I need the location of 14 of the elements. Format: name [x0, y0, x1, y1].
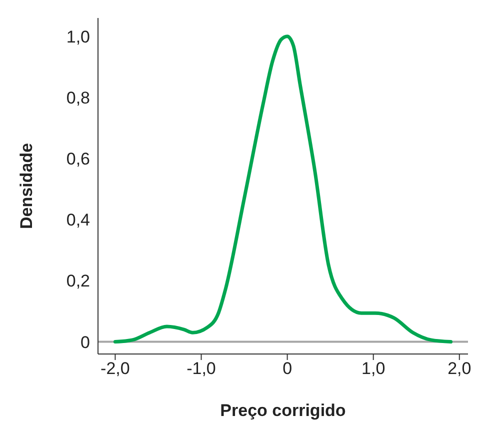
- x-tick-label: 2,0: [448, 359, 472, 378]
- y-axis-title: Densidade: [17, 143, 36, 229]
- y-tick-label: 0,8: [66, 88, 90, 108]
- y-tick-label: 0: [80, 332, 90, 352]
- y-tick-label: 0,4: [66, 210, 90, 230]
- y-tick-label: 0,2: [66, 272, 90, 291]
- x-tick-label: 1,0: [362, 359, 386, 378]
- x-tick-label: -2,0: [100, 359, 130, 378]
- y-tick-label: 0,6: [66, 150, 90, 169]
- line-series: [113, 34, 453, 344]
- y-tick-label: 1,0: [66, 27, 90, 46]
- x-tick-label: 0: [282, 359, 292, 378]
- x-tick-label: -1,0: [186, 359, 216, 378]
- x-axis-title: Preço corrigido: [220, 401, 346, 420]
